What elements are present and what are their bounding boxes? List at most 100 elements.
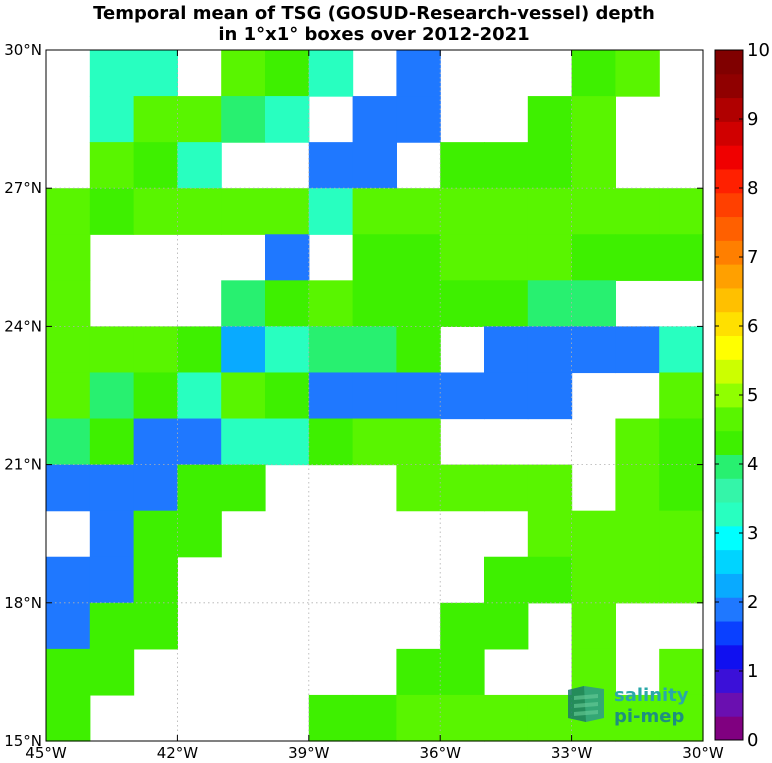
heatmap-cell xyxy=(571,96,616,143)
y-tick-label: 27°N xyxy=(4,179,42,197)
heatmap-cell xyxy=(133,372,178,420)
heatmap-cell xyxy=(396,188,441,235)
heatmap-cell xyxy=(659,648,704,696)
colorbar-segment xyxy=(715,287,743,313)
colorbar-segment xyxy=(715,406,743,432)
heatmap-cell xyxy=(46,648,91,696)
colorbar-segment xyxy=(715,597,743,622)
heatmap-cell xyxy=(615,418,660,466)
heatmap-cell xyxy=(484,234,529,281)
x-tick-label: 39°W xyxy=(288,744,330,762)
heatmap-cell xyxy=(89,602,135,650)
colorbar-segment xyxy=(715,383,743,408)
heatmap-cell xyxy=(484,326,529,374)
y-tick-label: 24°N xyxy=(4,317,42,335)
colorbar-tick-label: 2 xyxy=(747,592,758,613)
heatmap-cell xyxy=(571,280,616,327)
heatmap-cell xyxy=(89,142,135,189)
heatmap-cell xyxy=(133,96,178,143)
heatmap-cell xyxy=(177,418,222,466)
colorbar-segment xyxy=(715,549,743,574)
x-tick-label: 33°W xyxy=(551,744,593,762)
heatmap-cell xyxy=(571,142,616,189)
heatmap-cell xyxy=(265,188,310,235)
heatmap-cell xyxy=(177,372,222,420)
chart-subtitle: in 1°x1° boxes over 2012-2021 xyxy=(218,24,529,45)
heatmap-cell xyxy=(352,418,397,466)
heatmap-cell xyxy=(221,372,266,420)
heatmap-cell xyxy=(484,556,529,604)
heatmap-cell xyxy=(265,50,310,97)
heatmap-cell xyxy=(308,142,354,189)
heatmap-cell xyxy=(615,510,660,558)
plot-frame xyxy=(45,49,704,742)
heatmap-cell xyxy=(89,648,135,696)
heatmap-cell xyxy=(396,372,441,420)
heatmap-cell xyxy=(133,602,178,650)
colorbar-segment xyxy=(715,216,743,241)
colorbar-segment xyxy=(715,145,743,170)
salinity-pi-mep-logo: salinity pi-mep xyxy=(568,685,689,727)
heatmap-cell xyxy=(221,188,266,235)
heatmap-cell xyxy=(659,372,704,420)
heatmap-cell xyxy=(396,96,441,143)
heatmap-cell xyxy=(571,234,616,281)
heatmap-cell xyxy=(46,464,91,512)
heatmap-cell xyxy=(484,602,529,650)
heatmap-cell xyxy=(221,464,266,512)
heatmap-cell xyxy=(352,372,397,420)
colorbar-segment xyxy=(715,311,743,337)
heatmap-cell xyxy=(615,464,660,512)
colorbar: 0 1 2 3 4 5 6 7 8 9 10 xyxy=(714,40,770,751)
colorbar-segment xyxy=(715,478,743,503)
heatmap-cell xyxy=(659,694,704,742)
heatmap-cell xyxy=(440,464,485,512)
heatmap-cell xyxy=(571,50,616,97)
colorbar-tick-label: 1 xyxy=(747,661,758,682)
heatmap-cell xyxy=(352,142,397,189)
heatmap-cell xyxy=(221,418,266,466)
heatmap-cell xyxy=(659,556,704,604)
heatmap-cell xyxy=(308,418,354,466)
heatmap-cell xyxy=(46,188,91,235)
colorbar-tick-label: 9 xyxy=(747,109,758,130)
colorbar-tick-label: 4 xyxy=(747,454,758,475)
heatmap-cell xyxy=(89,510,135,558)
colorbar-segment xyxy=(715,573,743,598)
heatmap-cell xyxy=(265,234,310,281)
heatmap-cell xyxy=(659,510,704,558)
heatmap-cell xyxy=(615,326,660,374)
logo-line1: salinity xyxy=(614,685,689,706)
heatmap-cell xyxy=(308,694,354,742)
heatmap-cell xyxy=(659,418,704,466)
heatmap-cell xyxy=(396,234,441,281)
heatmap-cell xyxy=(133,326,178,374)
plot-area xyxy=(46,50,704,742)
x-tick-label: 30°W xyxy=(682,744,724,762)
colorbar-tick-label: 10 xyxy=(747,40,770,61)
colorbar-segment xyxy=(715,502,743,527)
heatmap-cell xyxy=(527,188,573,235)
heatmap-cell xyxy=(615,694,660,742)
x-tick-label: 36°W xyxy=(419,744,461,762)
heatmap-cell xyxy=(89,96,135,143)
heatmap-cell xyxy=(133,50,178,97)
gridlines xyxy=(46,50,703,741)
colorbar-segment xyxy=(715,50,743,75)
heatmap-cell xyxy=(352,326,397,374)
heatmap-cell xyxy=(46,602,91,650)
colorbar-segment xyxy=(715,359,743,384)
heatmap-cell xyxy=(46,694,91,742)
colorbar-segment xyxy=(715,525,743,551)
colorbar-tick-label: 7 xyxy=(747,247,758,268)
heatmap-cell xyxy=(484,464,529,512)
chart-title: Temporal mean of TSG (GOSUD-Research-ves… xyxy=(93,3,655,24)
heatmap-cell xyxy=(308,188,354,235)
heatmap-cell xyxy=(484,142,529,189)
logo-mark-icon xyxy=(568,686,604,722)
colorbar-segment xyxy=(715,192,743,218)
colorbar-segment xyxy=(715,73,743,99)
colorbar-segment xyxy=(715,621,743,646)
heatmap-cell xyxy=(46,556,91,604)
